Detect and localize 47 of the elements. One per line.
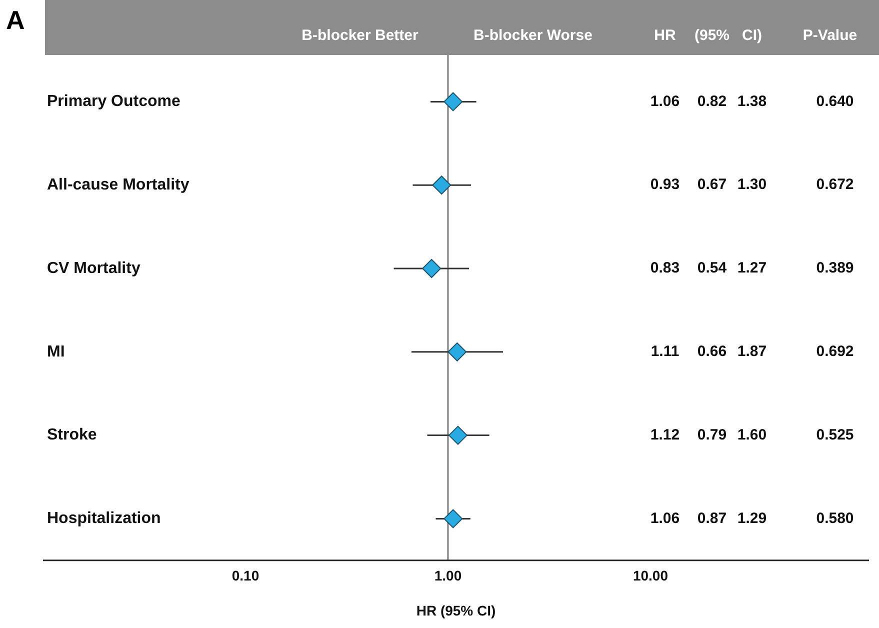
annotation: 0.82 <box>697 92 727 110</box>
y-tick-label: All-cause Mortality <box>47 176 190 194</box>
annotation: 0.580 <box>816 510 854 527</box>
text: B-blocker Better <box>302 27 419 44</box>
annotation: 0.93 <box>650 176 680 194</box>
y-tick-label: MI <box>47 343 65 360</box>
point <box>422 259 442 278</box>
y-tick-label: Hospitalization <box>47 510 161 528</box>
y-tick-label: CV Mortality <box>47 260 140 277</box>
annotation: 0.54 <box>697 260 728 277</box>
x-tick-label: 1.00 <box>434 568 462 584</box>
annotation: 1.87 <box>737 343 767 360</box>
annotation: 1.27 <box>737 260 767 277</box>
annotation: 0.640 <box>816 92 854 110</box>
point <box>432 176 452 195</box>
annotation: 0.672 <box>816 176 854 194</box>
text: HR <box>654 27 676 44</box>
annotation: 0.67 <box>697 176 727 194</box>
point <box>444 509 463 528</box>
point <box>448 342 467 362</box>
y-tick-label: Primary Outcome <box>47 93 180 110</box>
annotation: 1.06 <box>650 92 680 110</box>
annotation: 0.525 <box>816 426 854 444</box>
annotation: 1.11 <box>650 343 680 360</box>
y-tick-label: Stroke <box>47 426 97 444</box>
annotation: 1.30 <box>737 176 767 194</box>
annotation: 0.389 <box>816 260 854 277</box>
annotation: 1.29 <box>737 510 767 527</box>
annotation: 0.79 <box>697 426 727 444</box>
text: (95% <box>694 27 730 44</box>
annotation: 0.87 <box>697 510 727 527</box>
text: A <box>6 5 25 36</box>
annotation: 0.692 <box>816 343 854 360</box>
x-tick-label: 0.10 <box>232 568 260 584</box>
x-axis-title: HR (95% CI) <box>416 602 496 618</box>
text: CI) <box>742 27 762 44</box>
point <box>444 92 463 112</box>
annotation: 1.38 <box>737 92 767 110</box>
text: B-blocker Worse <box>474 27 592 44</box>
annotation: 0.66 <box>697 343 727 360</box>
annotation: 1.12 <box>650 426 680 444</box>
point <box>448 426 468 445</box>
annotation: 0.83 <box>650 260 680 277</box>
x-tick-label: 10.00 <box>632 568 668 584</box>
annotation: 1.06 <box>650 510 680 527</box>
annotation: 1.60 <box>737 426 767 444</box>
text: P-Value <box>802 27 858 44</box>
